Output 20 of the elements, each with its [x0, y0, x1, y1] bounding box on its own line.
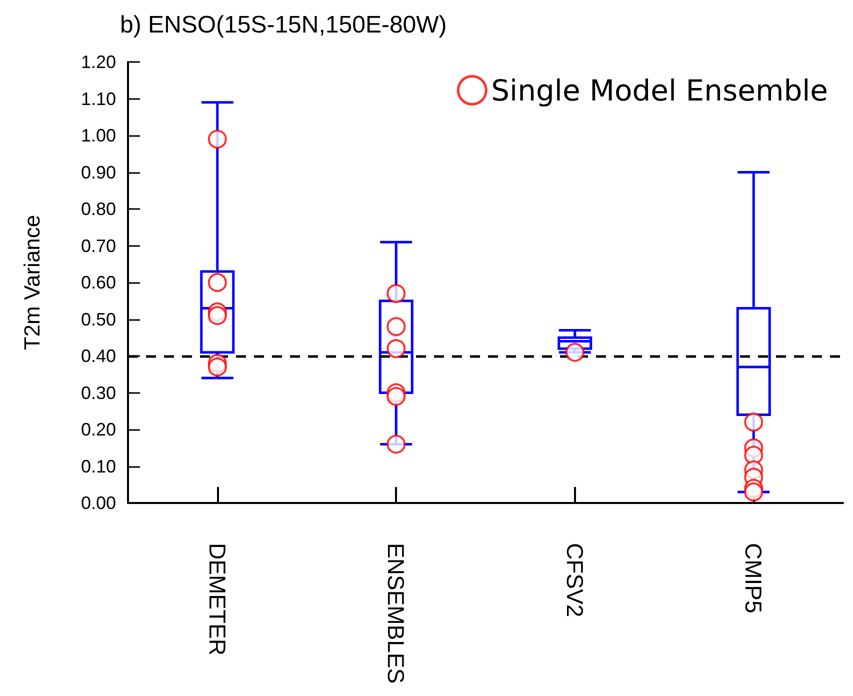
y-tick-label: 0.50: [80, 309, 116, 330]
y-tick-label: 0.00: [80, 493, 116, 513]
chart-title: b) ENSO(15S-15N,150E-80W): [120, 12, 447, 38]
y-tick-label: 0.20: [80, 420, 116, 440]
y-tick-label: 0.90: [80, 162, 116, 182]
x-tick-label: CMIP5: [740, 543, 767, 614]
y-tick-label: 1.10: [80, 88, 116, 109]
y-tick-label: 0.70: [80, 236, 116, 256]
y-tick-label: 1.00: [80, 126, 116, 146]
y-tick-label: 0.60: [80, 272, 116, 292]
y-tick-label: 0.40: [80, 346, 116, 366]
y-tick-label: 0.30: [80, 382, 116, 403]
y-tick-label: 1.20: [80, 52, 116, 72]
x-tick-label: CFSV2: [562, 543, 588, 618]
x-tick-label: DEMETER: [204, 543, 230, 656]
legend-label: Single Model Ensemble: [491, 73, 828, 108]
y-tick-label: 0.10: [80, 456, 116, 476]
y-tick-label: 0.80: [80, 199, 116, 219]
x-tick-label: ENSEMBLES: [383, 543, 410, 684]
y-axis-title: T2m Variance: [20, 214, 44, 350]
